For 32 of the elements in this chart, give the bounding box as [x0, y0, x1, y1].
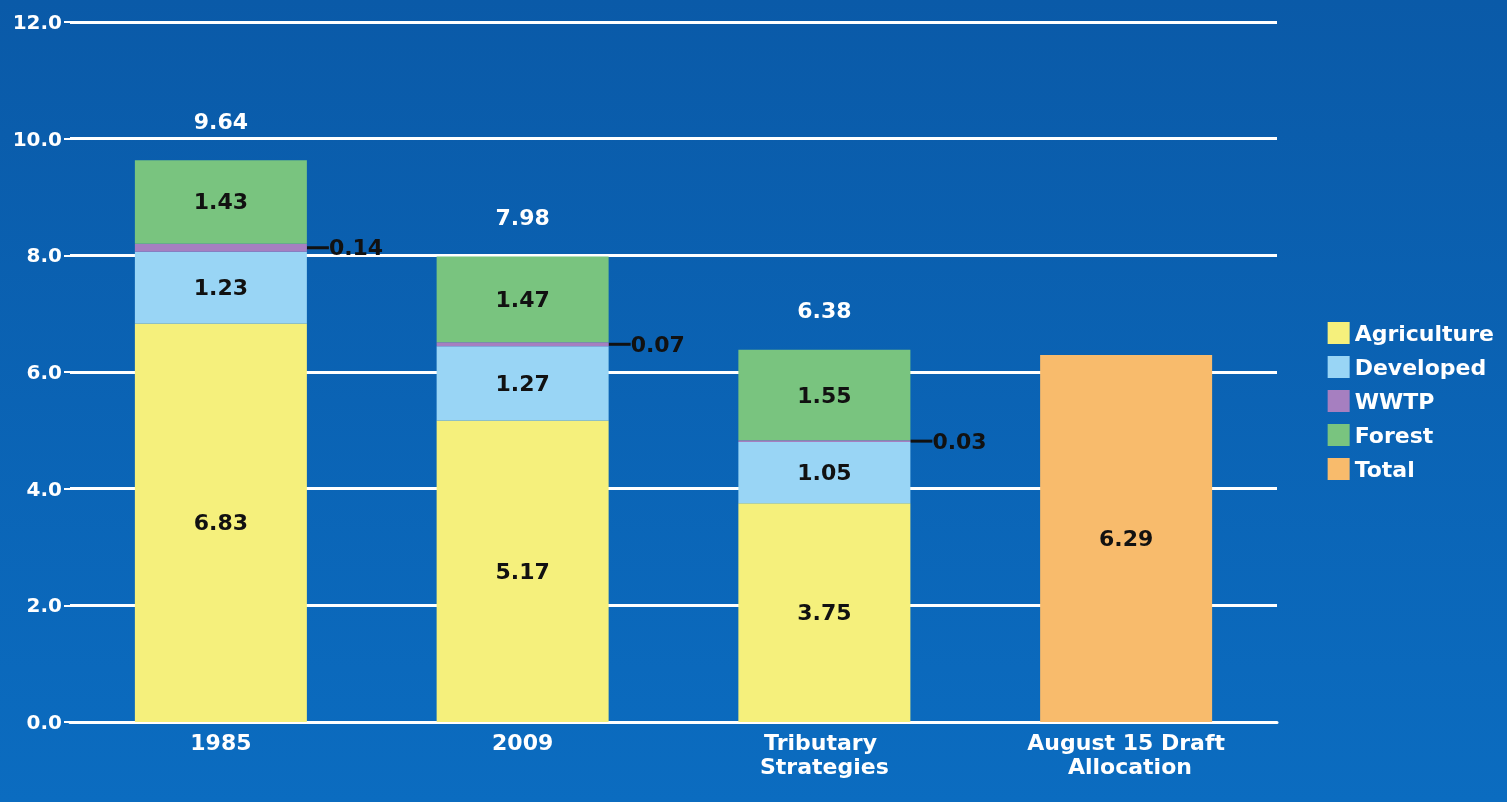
y-tick-label: 8.0 — [26, 243, 62, 268]
y-tick-label: 0.0 — [26, 710, 62, 734]
y-tick-label: 2.0 — [26, 593, 62, 618]
data-label: 1.55 — [797, 382, 852, 408]
total-label: 6.38 — [797, 298, 852, 324]
y-tick-label: 6.0 — [26, 360, 62, 384]
data-label: 1.23 — [193, 275, 249, 301]
x-tick-label: 2009 — [492, 729, 554, 755]
data-label: 6.29 — [1098, 526, 1154, 552]
x-tick-label: August 15 Draft Allocation — [1027, 729, 1226, 779]
y-tick-label: 10.0 — [12, 126, 62, 151]
data-label: 0.07 — [630, 331, 685, 357]
legend-label: Total — [1354, 456, 1415, 482]
data-label: 6.83 — [193, 510, 249, 536]
data-label: 0.14 — [328, 235, 384, 261]
data-label: 1.47 — [495, 286, 550, 312]
y-tick-label: 4.0 — [26, 476, 62, 501]
data-label: 3.75 — [797, 600, 852, 626]
x-tick-label: Tributary Strategies — [759, 729, 889, 779]
total-label: 9.64 — [193, 108, 249, 134]
data-label: 1.27 — [495, 370, 550, 396]
data-label: 5.17 — [495, 558, 550, 584]
y-tick-label: 12.0 — [12, 10, 62, 34]
data-label: 1.43 — [193, 189, 249, 215]
data-label: 0.03 — [932, 428, 987, 454]
legend-label: Forest — [1354, 422, 1434, 448]
legend-label: Developed — [1354, 354, 1487, 380]
data-label: 1.05 — [797, 460, 852, 486]
total-label: 7.98 — [495, 205, 550, 230]
legend-label: Agriculture — [1354, 320, 1494, 346]
legend-label: WWTP — [1354, 388, 1435, 414]
x-tick-label: 1985 — [190, 729, 252, 755]
